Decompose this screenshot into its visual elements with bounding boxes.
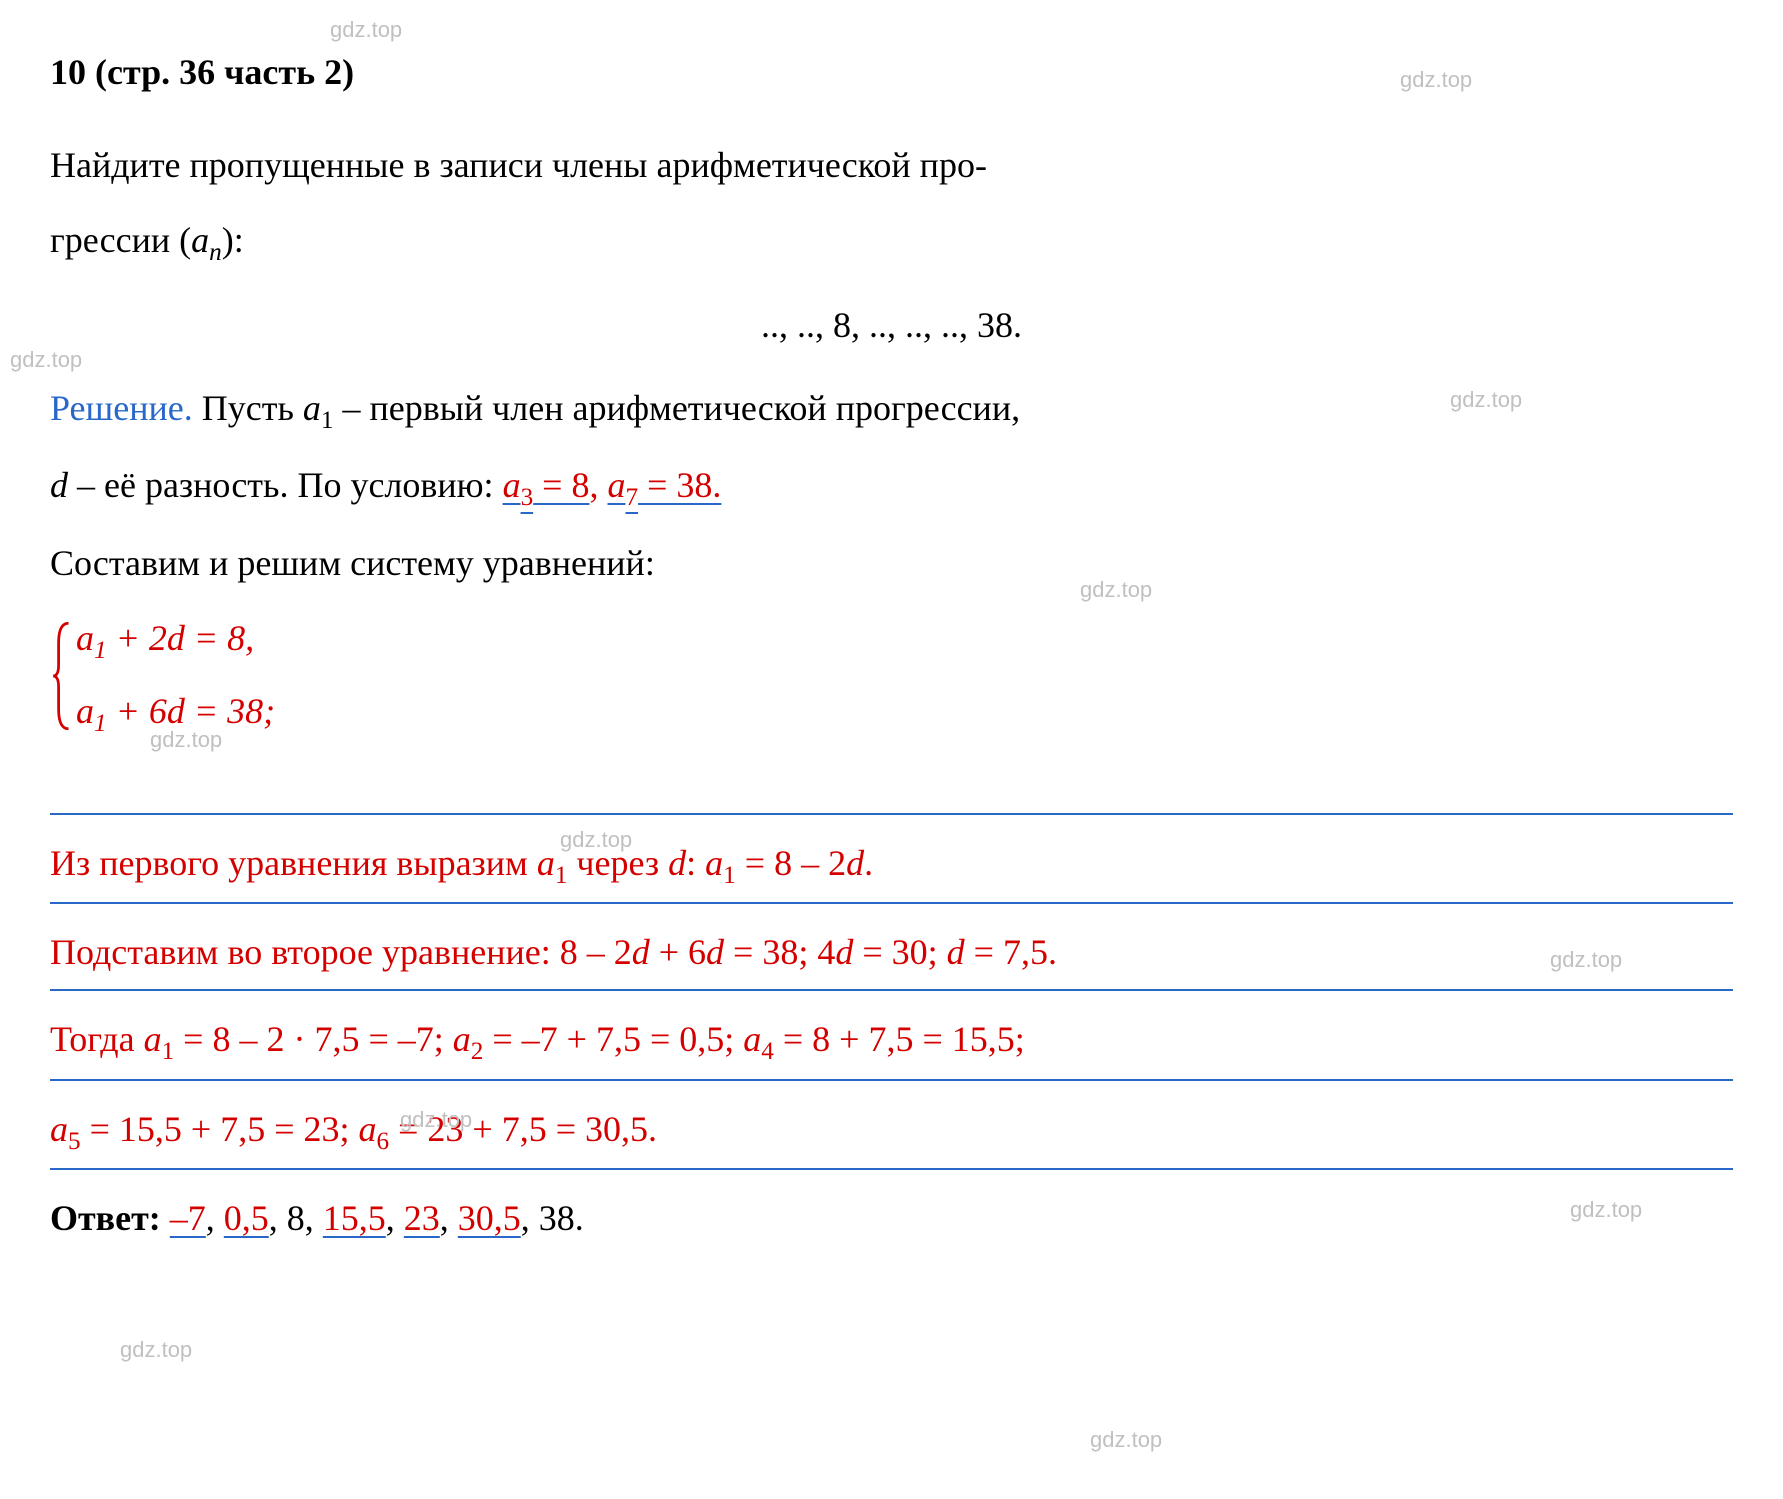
variable-d: d: [846, 843, 864, 883]
variable-d: d: [947, 932, 965, 972]
equals-38: = 38.: [638, 465, 721, 505]
solution-line-1: Решение. Пусть a1 – первый член арифмети…: [50, 376, 1733, 444]
text: + 2: [107, 618, 167, 658]
text: через: [567, 843, 668, 883]
text: = 8,: [185, 618, 254, 658]
blank-rule-line: [50, 767, 1733, 815]
solution-line-3: Составим и решим систему уравнений:: [50, 531, 1733, 596]
text: – её разность. По условию:: [68, 465, 503, 505]
subscript-5: 5: [68, 1128, 81, 1155]
text: , 8,: [269, 1198, 323, 1238]
comma: ,: [440, 1198, 458, 1238]
problem-line-1: Найдите пропущенные в записи члены арифм…: [50, 133, 1733, 198]
subscript-3: 3: [521, 485, 534, 512]
answer-value-3: 15,5: [323, 1198, 386, 1238]
variable-d: d: [632, 932, 650, 972]
equals-8: = 8: [533, 465, 589, 505]
text: = 8 – 2: [736, 843, 846, 883]
subscript-2: 2: [471, 1038, 484, 1065]
variable-a: a: [144, 1019, 162, 1059]
solution-line-4: Из первого уравнения выразим a1 через d:…: [50, 831, 1733, 905]
problem-header: 10 (стр. 36 часть 2): [50, 40, 1733, 105]
variable-a: a: [76, 691, 94, 731]
text: = 7,5.: [965, 932, 1057, 972]
subscript-1: 1: [94, 637, 107, 664]
variable-d: d: [706, 932, 724, 972]
answer-value-4: 23: [404, 1198, 440, 1238]
variable-d: d: [167, 691, 185, 731]
answer-value-2: 0,5: [224, 1198, 269, 1238]
subscript-1: 1: [94, 711, 107, 738]
variable-a: a: [453, 1019, 471, 1059]
subscript-4: 4: [761, 1038, 774, 1065]
text: – первый член арифметической прогрессии,: [333, 388, 1020, 428]
variable-a: a: [76, 618, 94, 658]
text: :: [686, 843, 705, 883]
text: + 6: [650, 932, 706, 972]
answer-label: Ответ:: [50, 1198, 170, 1238]
variable-a: a: [743, 1019, 761, 1059]
text: .: [864, 843, 873, 883]
text: = 8 – 2 · 7,5 = –7;: [174, 1019, 453, 1059]
subscript-1: 1: [321, 407, 334, 434]
comma: ,: [206, 1198, 224, 1238]
system-row-1: a1 + 2d = 8,: [76, 606, 275, 674]
watermark: gdz.top: [120, 1330, 192, 1370]
solution-line-5: Подставим во второе уравнение: 8 – 2d + …: [50, 920, 1733, 991]
solution-line-2: d – её разность. По условию: a3 = 8, a7 …: [50, 453, 1733, 521]
subscript-1: 1: [162, 1038, 175, 1065]
variable-d: d: [167, 618, 185, 658]
text: = –7 + 7,5 = 0,5;: [483, 1019, 743, 1059]
text: = 30;: [853, 932, 946, 972]
text: ):: [222, 220, 244, 260]
answer-line: Ответ: –7, 0,5, 8, 15,5, 23, 30,5, 38.: [50, 1186, 1733, 1251]
watermark: gdz.top: [1090, 1420, 1162, 1460]
text: Тогда: [50, 1019, 144, 1059]
problem-line-2: грессии (an):: [50, 208, 1733, 276]
text: = 38; 4: [724, 932, 835, 972]
answer-value-1: –7: [170, 1198, 206, 1238]
text: + 6: [107, 691, 167, 731]
system-rows: a1 + 2d = 8, a1 + 6d = 38;: [76, 606, 275, 747]
text: грессии (: [50, 220, 191, 260]
sequence-display: .., .., 8, .., .., .., 38.: [50, 293, 1733, 358]
answer-value-5: 30,5: [458, 1198, 521, 1238]
comma: ,: [589, 465, 607, 505]
subscript-7: 7: [625, 485, 638, 512]
variable-a: a: [303, 388, 321, 428]
solution-line-7: a5 = 15,5 + 7,5 = 23; a6 = 23 + 7,5 = 30…: [50, 1097, 1733, 1171]
variable-a: a: [191, 220, 209, 260]
variable-d: d: [668, 843, 686, 883]
variable-a: a: [705, 843, 723, 883]
text: = 8 + 7,5 = 15,5;: [774, 1019, 1025, 1059]
system-row-2: a1 + 6d = 38;: [76, 679, 275, 747]
text: = 23 + 7,5 = 30,5.: [389, 1109, 657, 1149]
variable-a: a: [537, 843, 555, 883]
condition-a3: a: [503, 465, 521, 505]
comma: ,: [386, 1198, 404, 1238]
variable-a: a: [359, 1109, 377, 1149]
text: Подставим во второе уравнение: 8 – 2: [50, 932, 632, 972]
variable-d: d: [835, 932, 853, 972]
curly-brace-icon: [50, 621, 76, 731]
subscript-1: 1: [555, 862, 568, 889]
text: Пусть: [193, 388, 303, 428]
text: , 38.: [521, 1198, 584, 1238]
text: = 38;: [185, 691, 275, 731]
solution-line-6: Тогда a1 = 8 – 2 · 7,5 = –7; a2 = –7 + 7…: [50, 1007, 1733, 1081]
subscript-6: 6: [377, 1128, 390, 1155]
equation-system: a1 + 2d = 8, a1 + 6d = 38;: [50, 606, 1733, 747]
solution-label: Решение.: [50, 388, 193, 428]
subscript-1: 1: [723, 862, 736, 889]
variable-d: d: [50, 465, 68, 505]
text: = 15,5 + 7,5 = 23;: [81, 1109, 359, 1149]
condition-a7: a: [607, 465, 625, 505]
subscript-n: n: [209, 239, 222, 266]
text: Из первого уравнения выразим: [50, 843, 537, 883]
variable-a: a: [50, 1109, 68, 1149]
